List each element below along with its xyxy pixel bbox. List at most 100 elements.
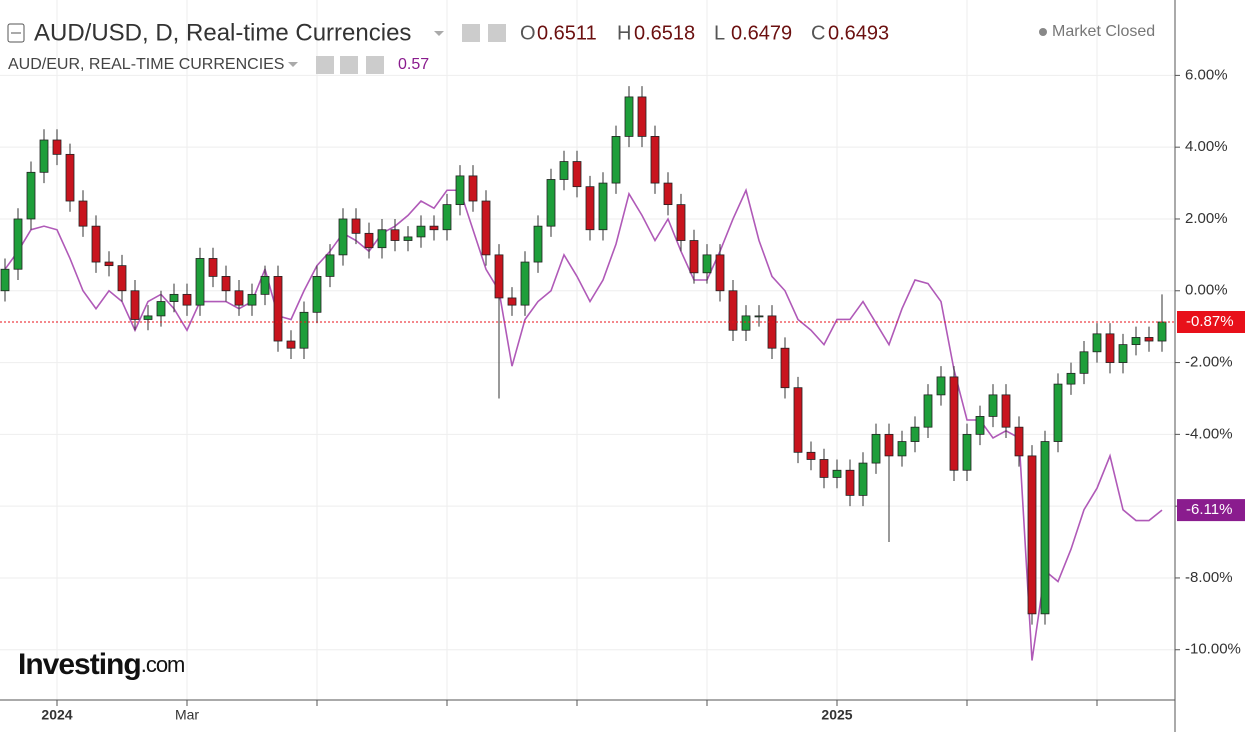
dropdown-icon[interactable] <box>288 62 298 67</box>
close-icon[interactable] <box>366 56 384 74</box>
candle-body <box>988 394 998 417</box>
compare-last-label: -6.11% <box>1186 501 1232 518</box>
candle-body <box>325 254 335 277</box>
collapse-icon[interactable] <box>7 23 25 43</box>
settings-icon[interactable] <box>488 24 506 42</box>
candle-body <box>65 153 75 202</box>
ohlc-value: 0.6479 <box>731 22 792 44</box>
y-tick-label: -8.00% <box>1185 569 1233 586</box>
candle-body <box>273 276 283 342</box>
candle-body <box>455 175 465 206</box>
logo-main: Investing <box>18 648 141 681</box>
candle-body <box>910 426 920 442</box>
candle-body <box>806 451 816 460</box>
candle-body <box>845 469 855 496</box>
dropdown-icon[interactable] <box>434 31 444 36</box>
candle-body <box>377 229 387 249</box>
candle-body <box>364 232 374 249</box>
eye-icon[interactable] <box>316 56 334 74</box>
candle-body <box>338 218 348 256</box>
candle-body <box>1092 333 1102 353</box>
candle-body <box>559 161 569 180</box>
candle-body <box>403 236 413 241</box>
title: AUD/USD, D, Real-time Currencies <box>34 19 411 46</box>
candle-body <box>741 315 751 331</box>
candle-body <box>884 433 894 457</box>
candle-body <box>26 171 36 220</box>
y-tick-label: 2.00% <box>1185 210 1228 227</box>
candle-body <box>962 433 972 471</box>
candle-body <box>767 315 777 349</box>
x-tick-label: Mar <box>175 707 199 723</box>
x-tick-label: 2025 <box>821 707 852 723</box>
candle-body <box>1014 426 1024 457</box>
axis-labels: 6.00%4.00%2.00%0.00%-2.00%-4.00%-6.00%-8… <box>41 66 1245 723</box>
candle-body <box>234 290 244 306</box>
candle-body <box>793 387 803 453</box>
header: AUD/USD, D, Real-time Currencies O 0.6511… <box>7 19 1155 681</box>
candle-body <box>1157 321 1167 342</box>
y-tick-label: 4.00% <box>1185 138 1228 155</box>
candle-body <box>52 139 62 155</box>
candle-body <box>780 347 790 389</box>
candle-body <box>208 258 218 277</box>
candle-body <box>247 293 257 306</box>
candle-body <box>91 225 101 263</box>
candle-body <box>637 96 647 137</box>
compare-tag <box>1177 499 1245 522</box>
candle-body <box>546 179 556 227</box>
eye-icon[interactable] <box>462 24 480 42</box>
ohlc-key: H <box>617 22 631 44</box>
settings-icon[interactable] <box>340 56 358 74</box>
candle-body <box>442 204 452 231</box>
candle-body <box>663 182 673 206</box>
candle-body <box>39 139 49 173</box>
candle-body <box>13 218 23 270</box>
candle-body <box>221 276 231 292</box>
candle-body <box>494 254 504 299</box>
candle-body <box>416 225 426 238</box>
candle-body <box>156 301 166 317</box>
logo: Investing.com <box>18 648 184 681</box>
candle-body <box>481 200 491 256</box>
candle-body <box>1144 337 1154 342</box>
candle-body <box>754 315 764 318</box>
candle-body <box>520 261 530 306</box>
candle-body <box>897 441 907 457</box>
candle-body <box>611 136 621 184</box>
candle-body <box>507 297 517 306</box>
candle-body <box>1118 344 1128 363</box>
y-tick-label: 0.00% <box>1185 282 1228 299</box>
candle-body <box>1079 351 1089 374</box>
candle-body <box>299 311 309 349</box>
candle-body <box>1053 383 1063 442</box>
ohlc-key: O <box>520 22 536 44</box>
candle-body <box>143 315 153 320</box>
candle-body <box>104 261 114 267</box>
ohlc-value: 0.6493 <box>828 22 889 44</box>
market-status: Market Closed <box>1052 23 1155 40</box>
candle-body <box>975 416 985 435</box>
compare-line <box>4 187 1163 661</box>
candle-body <box>117 265 127 292</box>
y-tick-label: -10.00% <box>1185 641 1241 658</box>
candle-body <box>286 340 296 349</box>
y-tick-label: 6.00% <box>1185 66 1228 83</box>
candle-body <box>130 290 140 320</box>
ohlc-key: L <box>714 22 725 44</box>
candle-body <box>533 225 543 263</box>
candle-body <box>871 433 881 464</box>
ohlc-legend: O 0.6511 H 0.6518 L 0.6479 C 0.6493 <box>520 22 889 44</box>
candle-body <box>598 182 608 231</box>
y-tick-label: -4.00% <box>1185 425 1233 442</box>
ohlc-key: C <box>811 22 825 44</box>
candle-body <box>468 175 478 202</box>
candle-body <box>169 293 179 302</box>
ohlc-value: 0.6518 <box>634 22 695 44</box>
candle-body <box>689 240 699 274</box>
x-tick-label: 2024 <box>41 707 72 723</box>
candle-body <box>1040 441 1050 615</box>
candle-body <box>1027 455 1037 615</box>
candle-body <box>1105 333 1115 363</box>
candle-body <box>1066 372 1076 385</box>
